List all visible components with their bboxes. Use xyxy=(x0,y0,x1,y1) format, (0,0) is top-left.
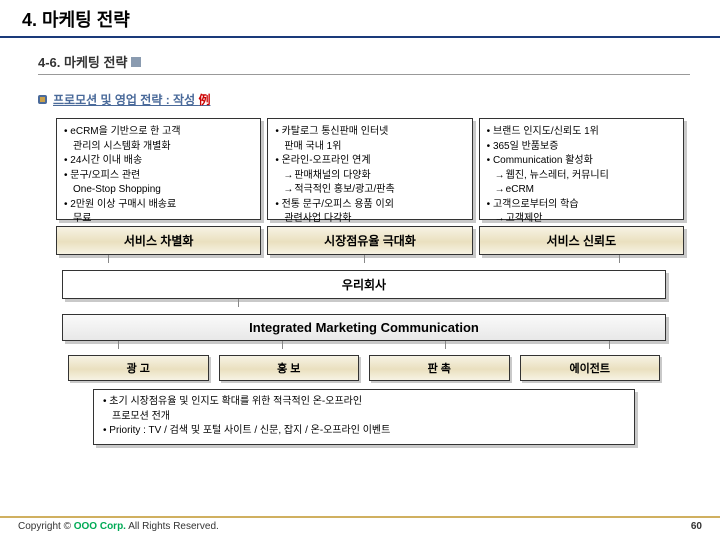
three-columns: eCRM을 기반으로 한 고객관리의 시스템화 개별화24시간 이내 배송문구/… xyxy=(56,118,684,255)
column-point: 24시간 이내 배송 xyxy=(64,154,253,169)
page-number: 60 xyxy=(691,521,702,532)
connector-row-3 xyxy=(118,341,610,349)
sub-title: 4-6. 마케팅 전략 xyxy=(38,52,690,75)
column-point: 적극적인 홍보/광고/판촉 xyxy=(275,183,464,198)
footer-corp: OOO Corp. xyxy=(74,521,126,532)
pill: 홍 보 xyxy=(219,355,360,381)
column-point: eCRM을 기반으로 한 고객 xyxy=(64,125,253,140)
column-point: Communication 활성화 xyxy=(487,154,676,169)
column-point: 고객제안 xyxy=(487,212,676,227)
pill: 에이전트 xyxy=(520,355,661,381)
column-label: 서비스 차별화 xyxy=(56,226,261,255)
column-point: 365일 반품보증 xyxy=(487,140,676,155)
pill: 판 촉 xyxy=(369,355,510,381)
footer-left: Copyright © OOO Corp. All Rights Reserve… xyxy=(18,521,219,532)
connector-row xyxy=(108,255,620,263)
content-area: 4-6. 마케팅 전략 프로모션 및 영업 전략 : 작성 例 eCRM을 기반… xyxy=(0,38,720,445)
imc-bar: Integrated Marketing Communication xyxy=(62,314,666,341)
column-point: 판매 국내 1위 xyxy=(275,140,464,155)
pill: 광 고 xyxy=(68,355,209,381)
column-point: 브랜드 인지도/신뢰도 1위 xyxy=(487,125,676,140)
column-point: 전통 문구/오피스 용품 이외 xyxy=(275,198,464,213)
promo-line: 프로모션 전개 xyxy=(103,410,625,425)
column-label: 시장점유율 극대화 xyxy=(267,226,472,255)
connector-row-2 xyxy=(238,299,490,307)
promo-line: 초기 시장점유율 및 인지도 확대를 위한 적극적인 온-오프라인 xyxy=(103,395,625,410)
footer-rights: All Rights Reserved. xyxy=(126,521,219,532)
column-point: 판매채널의 다양화 xyxy=(275,169,464,184)
footer: Copyright © OOO Corp. All Rights Reserve… xyxy=(0,516,720,532)
column-point: 관련사업 다각화 xyxy=(275,212,464,227)
column-point: 웹진, 뉴스레터, 커뮤니티 xyxy=(487,169,676,184)
four-pills: 광 고 홍 보 판 촉 에이전트 xyxy=(68,355,660,381)
company-bar: 우리회사 xyxy=(62,270,666,299)
column-points-box: eCRM을 기반으로 한 고객관리의 시스템화 개별화24시간 이내 배송문구/… xyxy=(56,118,261,220)
column-point: 카탈로그 통신판매 인터넷 xyxy=(275,125,464,140)
column-point: 2만원 이상 구매시 배송료 xyxy=(64,198,253,213)
column-point: 온라인-오프라인 연계 xyxy=(275,154,464,169)
promo-line: Priority : TV / 검색 및 포털 사이트 / 신문, 잡지 / 온… xyxy=(103,424,625,439)
column: 브랜드 인지도/신뢰도 1위365일 반품보증Communication 활성화… xyxy=(479,118,684,255)
sub-title-text: 4-6. 마케팅 전략 xyxy=(38,52,127,71)
column-points-box: 브랜드 인지도/신뢰도 1위365일 반품보증Communication 활성화… xyxy=(479,118,684,220)
column-point: 문구/오피스 관련 xyxy=(64,169,253,184)
column-point: eCRM xyxy=(487,183,676,198)
column: 카탈로그 통신판매 인터넷판매 국내 1위온라인-오프라인 연계판매채널의 다양… xyxy=(267,118,472,255)
column-points-box: 카탈로그 통신판매 인터넷판매 국내 1위온라인-오프라인 연계판매채널의 다양… xyxy=(267,118,472,220)
section-header-text: 프로모션 및 영업 전략 : 작성 xyxy=(53,93,198,107)
column-point: 관리의 시스템화 개별화 xyxy=(64,140,253,155)
section-bullet-icon xyxy=(38,95,47,104)
column: eCRM을 기반으로 한 고객관리의 시스템화 개별화24시간 이내 배송문구/… xyxy=(56,118,261,255)
section-header-ex: 例 xyxy=(198,93,210,107)
column-point: 고객으로부터의 학습 xyxy=(487,198,676,213)
column-label: 서비스 신뢰도 xyxy=(479,226,684,255)
page-title: 4. 마케팅 전략 xyxy=(0,0,720,38)
sub-title-marker xyxy=(131,57,141,67)
promo-list: 초기 시장점유율 및 인지도 확대를 위한 적극적인 온-오프라인프로모션 전개… xyxy=(103,395,625,439)
column-point: 무료 xyxy=(64,212,253,227)
column-point: One-Stop Shopping xyxy=(64,183,253,198)
footer-copyright: Copyright © xyxy=(18,521,74,532)
promo-note: 초기 시장점유율 및 인지도 확대를 위한 적극적인 온-오프라인프로모션 전개… xyxy=(93,389,635,445)
section-header: 프로모션 및 영업 전략 : 작성 例 xyxy=(38,91,690,108)
